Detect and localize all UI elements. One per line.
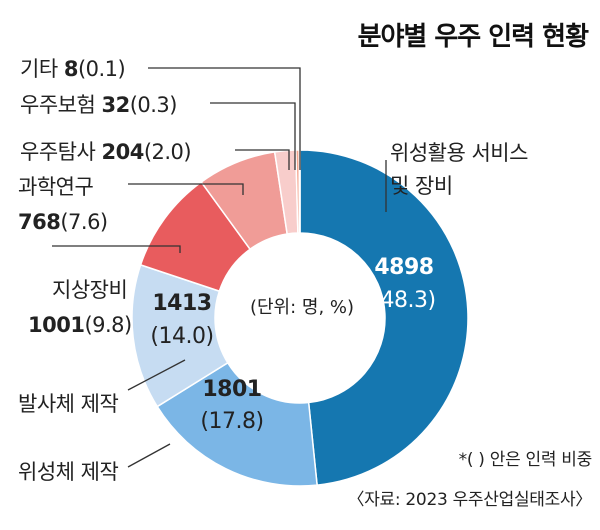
leader-line-science: [128, 183, 244, 195]
slice-value-launch: 1413: [152, 291, 211, 316]
leader-line-exploration: [235, 149, 290, 170]
leader-line-launch: [127, 359, 186, 391]
label-ground-name: 지상장비: [52, 278, 127, 302]
leader-line-etc: [148, 67, 301, 170]
source-note: 〈자료: 2023 우주산업실태조사〉: [348, 490, 593, 510]
label-science-name: 과학연구: [18, 175, 93, 199]
slice-pct-launch: (14.0): [150, 324, 213, 349]
label-etc: 기타 8(0.1): [20, 57, 125, 81]
slice-value-sat-service: 4898: [374, 255, 433, 280]
label-sat-mfg-name: 위성체 제작: [18, 460, 118, 484]
label-etc-value: 8: [64, 57, 78, 81]
slice-sat-service: [299, 149, 469, 486]
unit-label: (단위: 명, %): [250, 297, 354, 318]
label-science-value: 768(7.6): [18, 210, 108, 234]
label-ground-value: 1001(9.8): [28, 313, 132, 337]
label-insurance: 우주보험 32(0.3): [20, 93, 177, 117]
label-exploration: 우주탐사 204(2.0): [20, 140, 191, 164]
label-etc-pct: (0.1): [78, 57, 125, 81]
label-launch-name: 발사체 제작: [18, 392, 118, 416]
label-insurance-pct: (0.3): [130, 93, 177, 117]
leader-line-insurance: [210, 102, 296, 170]
slice-value-sat-mfg: 1801: [202, 377, 261, 402]
label-insurance-value: 32: [101, 93, 129, 117]
label-exploration-pct: (2.0): [144, 140, 191, 164]
label-exploration-value: 204: [101, 140, 143, 164]
leader-lines: [52, 67, 387, 468]
slice-pct-sat-mfg: (17.8): [200, 409, 263, 434]
leader-line-ground: [52, 245, 181, 253]
slice-pct-sat-service: (48.3): [372, 288, 435, 313]
footnote: *( ) 안은 인력 비중: [459, 450, 592, 470]
chart-title: 분야별 우주 인력 현황: [358, 22, 590, 52]
label-sat-service-line1: 위성활용 서비스: [390, 141, 528, 165]
label-sat-service-line2: 및 장비: [390, 174, 453, 198]
slice-sat-mfg: [156, 361, 318, 487]
donut-slices: [131, 149, 469, 487]
leader-line-sat-mfg: [127, 443, 171, 468]
